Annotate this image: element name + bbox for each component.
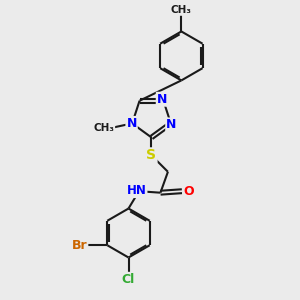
Text: Br: Br xyxy=(72,239,87,252)
Text: N: N xyxy=(126,117,137,130)
Text: Cl: Cl xyxy=(122,273,135,286)
Text: HN: HN xyxy=(127,184,146,197)
Text: N: N xyxy=(157,93,167,106)
Text: N: N xyxy=(166,118,177,131)
Text: O: O xyxy=(183,185,194,198)
Text: S: S xyxy=(146,148,157,162)
Text: CH₃: CH₃ xyxy=(93,123,114,133)
Text: CH₃: CH₃ xyxy=(171,5,192,15)
